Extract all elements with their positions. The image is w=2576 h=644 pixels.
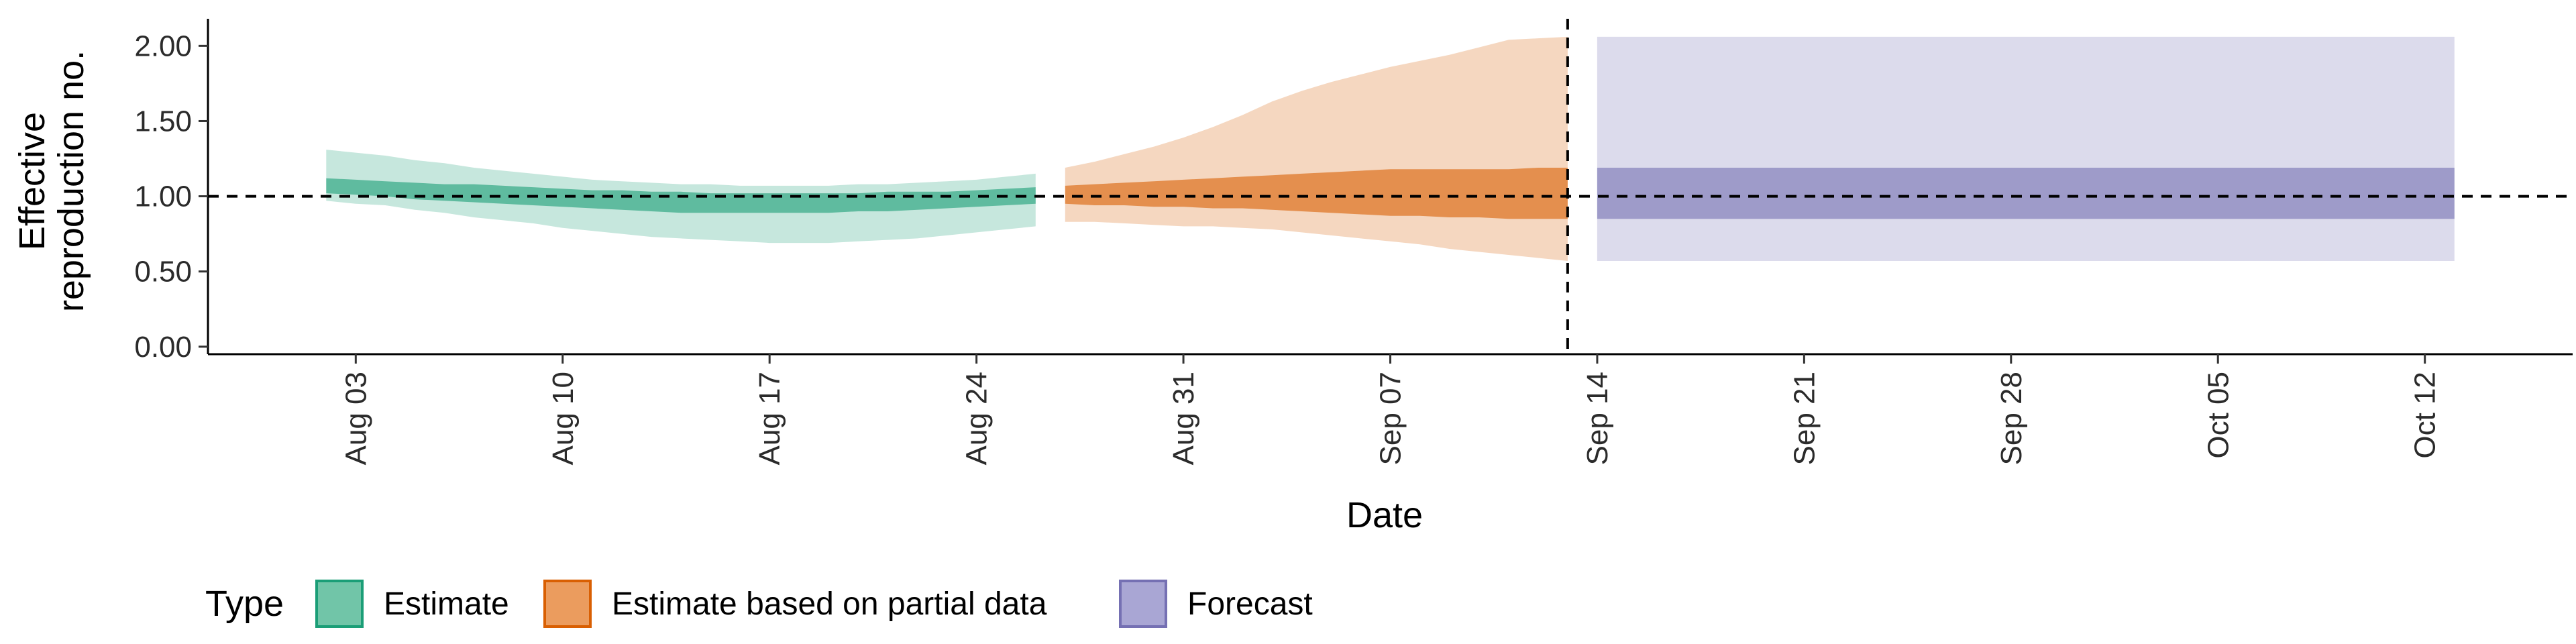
legend-label-1: Estimate based on partial data xyxy=(612,586,1047,622)
y-tick-label-1: 0.50 xyxy=(134,256,192,288)
legend-swatch-0 xyxy=(315,580,364,628)
y-tick-label-4: 2.00 xyxy=(134,30,192,62)
bands-layer xyxy=(326,36,2455,262)
x-tick-label-8: Sep 28 xyxy=(1995,372,2028,465)
band-inner-1 xyxy=(1065,168,1568,219)
y-tick-label-0: 0.00 xyxy=(134,331,192,364)
band-inner-2 xyxy=(1597,168,2455,219)
y-tick-label-2: 1.00 xyxy=(134,180,192,213)
y-axis-label-line-1: Effective xyxy=(12,112,52,250)
y-tick-label-3: 1.50 xyxy=(134,105,192,138)
x-ticks: Aug 03 Aug 10 Aug 17 Aug 24 Aug 31 Sep 07 Sep … xyxy=(339,354,2442,465)
x-tick-label-7: Sep 21 xyxy=(1788,372,1821,465)
y-axis-label-line-2: reproduction no. xyxy=(51,50,91,312)
legend-items: Estimate Estimate based on partial data Fo… xyxy=(315,580,1313,628)
band-outer-2 xyxy=(1597,36,2455,262)
x-tick-label-4: Aug 31 xyxy=(1167,372,1200,465)
x-tick-label-1: Aug 10 xyxy=(547,372,580,465)
legend-swatch-2 xyxy=(1119,580,1167,628)
legend-title: Type xyxy=(205,584,284,624)
x-tick-label-9: Oct 05 xyxy=(2202,372,2235,459)
x-tick-label-5: Sep 07 xyxy=(1375,372,1407,465)
legend: Type Estimate Estimate based on partial d… xyxy=(205,580,1313,628)
x-tick-label-2: Aug 17 xyxy=(753,372,786,465)
x-tick-label-0: Aug 03 xyxy=(339,372,372,465)
legend-swatch-1 xyxy=(543,580,592,628)
x-axis-label: Date xyxy=(1346,495,1423,535)
legend-label-2: Forecast xyxy=(1187,586,1313,622)
x-tick-label-10: Oct 12 xyxy=(2409,372,2442,459)
x-tick-label-6: Sep 14 xyxy=(1581,372,1614,465)
band-outer-1 xyxy=(1065,36,1568,262)
x-tick-label-3: Aug 24 xyxy=(961,372,994,465)
legend-label-0: Estimate xyxy=(384,586,509,622)
y-ticks: 0.00 0.50 1.00 1.50 2.00 xyxy=(134,30,208,364)
